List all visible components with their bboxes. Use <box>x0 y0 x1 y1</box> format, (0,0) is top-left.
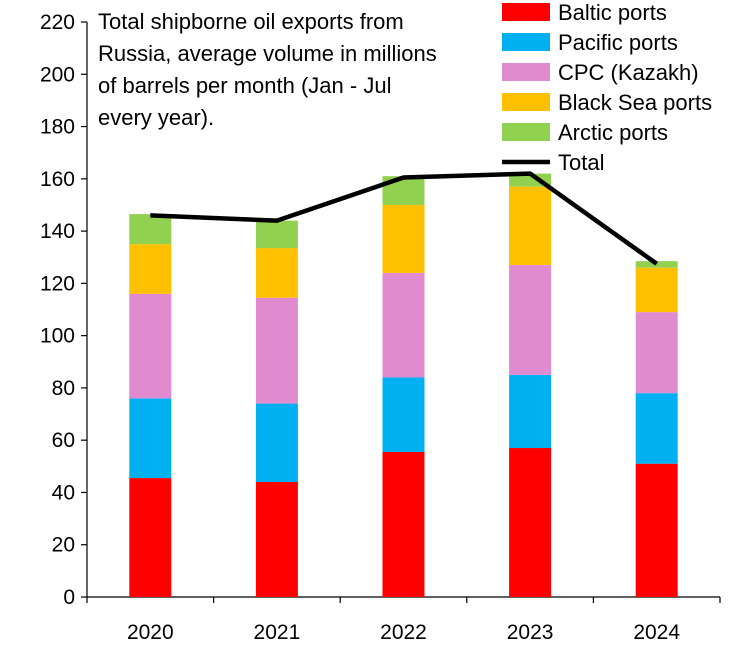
legend-label-total: Total <box>558 150 604 175</box>
legend-label-pacific-ports: Pacific ports <box>558 30 678 55</box>
y-tick-label-180: 180 <box>40 116 75 139</box>
bar-baltic-ports-2024 <box>635 463 678 597</box>
bar-black-sea-ports-2024 <box>635 267 678 313</box>
bar-pacific-ports-2022 <box>382 377 425 452</box>
total-line-series <box>150 171 659 266</box>
bar-cpc-kazakh-2022 <box>382 272 425 378</box>
bar-pacific-ports-2020 <box>129 398 172 479</box>
bar-cpc-kazakh-2020 <box>129 293 172 399</box>
x-tick-label-2024: 2024 <box>633 621 680 644</box>
x-axis: 2020 2021 2022 2023 2024 <box>86 596 721 644</box>
bar-baltic-ports-2023 <box>509 448 552 597</box>
legend: Baltic ports Pacific ports CPC (Kazakh) Bla… <box>502 0 712 175</box>
bar-arctic-ports-2020 <box>129 214 172 245</box>
y-tick-label-220: 220 <box>40 11 75 34</box>
bar-pacific-ports-2021 <box>255 403 298 482</box>
chart-title-line-2: Russia, average volume in millions <box>98 41 437 66</box>
y-tick-label-40: 40 <box>52 481 75 504</box>
legend-label-black-sea-ports: Black Sea ports <box>558 90 712 115</box>
bar-baltic-ports-2022 <box>382 451 425 597</box>
chart-title-line-4: every year). <box>98 105 214 130</box>
y-tick-label-120: 120 <box>40 272 75 295</box>
y-tick-label-80: 80 <box>52 377 75 400</box>
bar-black-sea-ports-2022 <box>382 204 425 273</box>
x-tick-label-2020: 2020 <box>127 621 174 644</box>
legend-swatch-pacific-ports <box>502 33 550 51</box>
bar-black-sea-ports-2023 <box>509 186 552 266</box>
y-tick-label-20: 20 <box>52 534 75 557</box>
legend-label-arctic-ports: Arctic ports <box>558 120 668 145</box>
legend-swatch-cpc-kazakh <box>502 63 550 81</box>
y-tick-label-160: 160 <box>40 168 75 191</box>
legend-label-cpc-kazakh: CPC (Kazakh) <box>558 60 699 85</box>
legend-swatch-black-sea-ports <box>502 93 550 111</box>
bar-arctic-ports-2021 <box>255 220 298 249</box>
bar-cpc-kazakh-2023 <box>509 265 552 375</box>
bar-baltic-ports-2021 <box>255 482 298 597</box>
bar-cpc-kazakh-2024 <box>635 312 678 394</box>
y-tick-label-200: 200 <box>40 63 75 86</box>
bar-baltic-ports-2020 <box>129 478 172 597</box>
x-tick-label-2022: 2022 <box>380 621 427 644</box>
chart-title-line-1: Total shipborne oil exports from <box>98 9 404 34</box>
bar-stacks <box>129 173 678 597</box>
y-tick-label-140: 140 <box>40 220 75 243</box>
x-tick-label-2021: 2021 <box>254 621 301 644</box>
legend-swatch-baltic-ports <box>502 3 550 21</box>
legend-label-baltic-ports: Baltic ports <box>558 0 667 25</box>
x-tick-label-2023: 2023 <box>507 621 554 644</box>
y-tick-label-100: 100 <box>40 325 75 348</box>
bar-black-sea-ports-2020 <box>129 244 172 294</box>
legend-swatch-arctic-ports <box>502 123 550 141</box>
bar-pacific-ports-2024 <box>635 393 678 464</box>
bar-cpc-kazakh-2021 <box>255 297 298 404</box>
chart-title-line-3: of barrels per month (Jan - Jul <box>98 73 391 98</box>
y-tick-label-0: 0 <box>63 586 75 609</box>
bar-arctic-ports-2024 <box>635 261 678 268</box>
bar-pacific-ports-2023 <box>509 374 552 449</box>
bar-black-sea-ports-2021 <box>255 248 298 298</box>
chart-title: Total shipborne oil exports from Russia,… <box>98 9 437 130</box>
y-tick-label-60: 60 <box>52 429 75 452</box>
y-axis: 0 20 40 60 80 100 120 140 160 180 200 220 <box>40 11 88 609</box>
